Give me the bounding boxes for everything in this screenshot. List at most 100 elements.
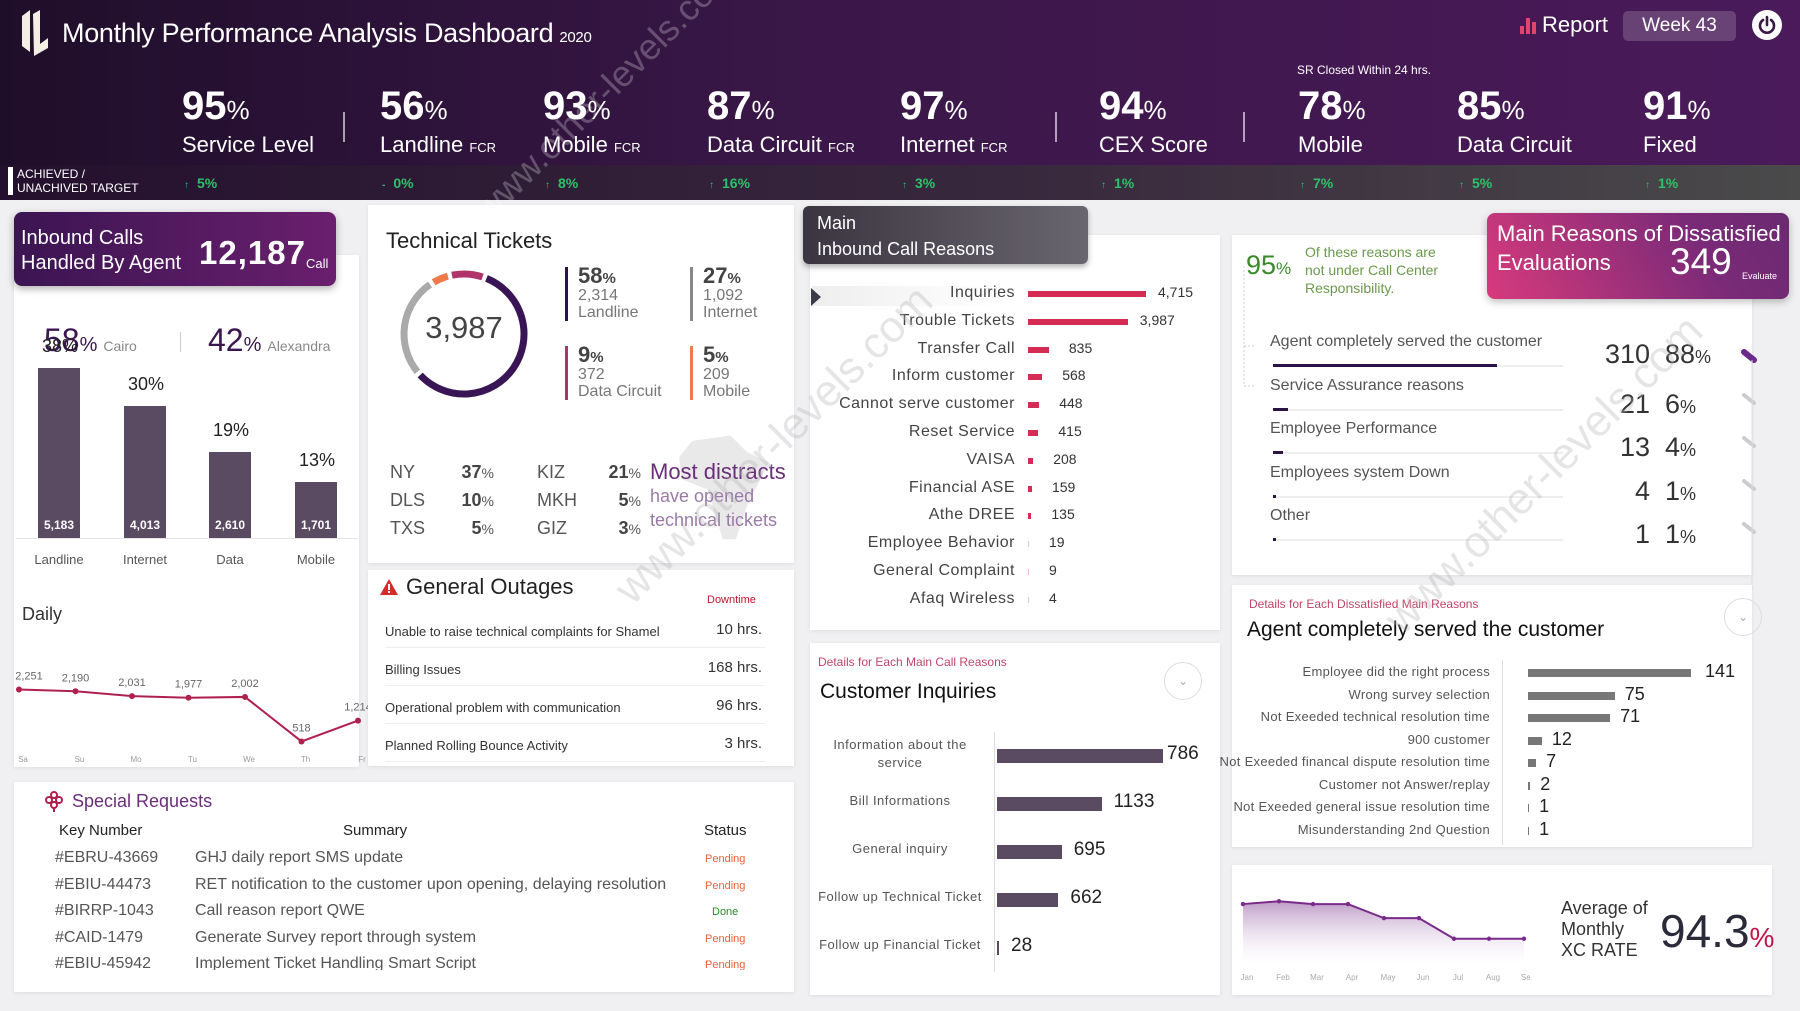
request-row[interactable]: #EBRU-43669 GHJ daily report SMS update Pe… [0, 849, 800, 871]
call-reason-row[interactable]: Inform customer 568 [810, 367, 1210, 389]
request-key: #EBRU-43669 [55, 849, 159, 866]
request-status: Pending [705, 853, 746, 865]
agent-reason-label: Customer not Answer/replay [1318, 776, 1490, 792]
bar-mobile[interactable]: 1,701 [295, 482, 337, 538]
dissatisfied-row[interactable]: Employee Performance 13 4% [1270, 420, 1696, 462]
region-code: DLS [390, 490, 426, 510]
dissatisfied-row[interactable]: Service Assurance reasons 21 6% [1270, 376, 1696, 419]
agent-reason-row[interactable]: Not Exeeded technical resolution time 71 [1240, 706, 1760, 731]
daily-point [129, 693, 135, 700]
agent-reason-row[interactable]: Misunderstanding 2nd Question 1 [1240, 819, 1760, 844]
agent-reason-value: 2 [1540, 773, 1551, 794]
kpi-delta: ↑ 8% [545, 175, 579, 191]
week-selector[interactable]: Week 43 [1623, 11, 1736, 41]
xc-point [1486, 936, 1492, 941]
inquiry-bar [997, 845, 1062, 859]
bar-pct-label: 19% [212, 420, 250, 441]
call-reason-row[interactable]: Financial ASE 159 [810, 479, 1210, 501]
dissatisfied-label: Service Assurance reasons [1270, 376, 1464, 394]
dissatisfied-row[interactable]: Employees system Down 4 1% [1270, 464, 1696, 506]
bar-landline[interactable]: 5,183 [38, 368, 80, 538]
call-reason-label: Athe DREE [928, 506, 1015, 524]
request-row[interactable]: #CAID-1479 Generate Survey report through… [0, 929, 800, 951]
request-row[interactable]: #EBIU-45942 Implement Ticket Handling Sma… [0, 955, 800, 970]
inquiry-value: 695 [1073, 839, 1106, 860]
call-reason-row[interactable]: Cannot serve customer 448 [810, 395, 1210, 417]
power-icon[interactable] [1752, 10, 1782, 40]
dissatisfied-pct: 88% [1665, 339, 1712, 369]
arrow-up-icon: ↑ [1101, 180, 1106, 191]
chevron-down-icon[interactable]: ⌄ [1164, 662, 1202, 700]
agent-reason-row[interactable]: Wrong survey selection 75 [1240, 684, 1760, 709]
call-reason-row[interactable]: Athe DREE 135 [810, 506, 1210, 528]
request-key: #EBIU-44473 [55, 875, 152, 893]
dissatisfied-row[interactable]: Other 1 1% [1270, 507, 1696, 549]
call-reason-value: 415 [1058, 423, 1082, 439]
kpi-delta: -0% [382, 175, 414, 191]
bar-data[interactable]: 2,610 [209, 452, 251, 538]
downtime-header: Downtime [707, 594, 756, 606]
call-reason-row[interactable]: Reset Service 415 [810, 423, 1210, 445]
call-reason-label: General Complaint [873, 562, 1015, 579]
kpi-value: 78% [1298, 84, 1366, 128]
call-reason-value: 448 [1059, 395, 1083, 412]
ticket-stat-data-circuit: 9% 372 Data Circuit [565, 344, 662, 400]
call-reason-row[interactable]: Transfer Call 835 [810, 340, 1210, 362]
dissatisfied-row[interactable]: Agent completely served the customer 310 8… [1270, 333, 1711, 369]
request-summary: Call reason report QWE [195, 902, 365, 919]
call-reason-row[interactable]: General Complaint 9 [810, 562, 1210, 584]
customer-inquiries-title: Customer Inquiries [820, 680, 997, 703]
call-reason-row[interactable]: Afaq Wireless 4 [810, 590, 1210, 612]
daily-day-label: Mo [130, 755, 142, 764]
outage-row[interactable]: Billing Issues 168 hrs. [385, 659, 765, 686]
arrow-up-icon: ↑ [902, 180, 907, 191]
kpi-label: Internet FCR [900, 132, 1008, 157]
kpi-label: Fixed [1643, 132, 1697, 157]
call-reason-label: Afaq Wireless [909, 589, 1015, 607]
dissatisfied-bar [1273, 407, 1289, 411]
call-reason-row[interactable]: Inquiries 4,715 [810, 284, 1210, 306]
outage-name: Planned Rolling Bounce Activity [385, 738, 568, 753]
selected-row-highlight [812, 286, 1002, 306]
kpi-value: 97% [900, 84, 968, 128]
dissatisfied-pct: 1% [1665, 475, 1697, 506]
ticket-stat-internet: 27% 1,092 Internet [690, 265, 757, 321]
general-outages-card [368, 570, 794, 766]
outage-row[interactable]: Unable to raise technical complaints for… [385, 621, 765, 648]
request-row[interactable]: #EBIU-44473 RET notification to the custo… [0, 876, 800, 898]
request-row[interactable]: #BIRRP-1043 Call reason report QWE Done [0, 902, 800, 924]
bar-internet[interactable]: 4,013 [124, 406, 166, 538]
call-reason-row[interactable]: Trouble Tickets 3,987 [810, 312, 1210, 334]
inquiry-value: 1133 [1113, 791, 1155, 812]
agent-reason-row[interactable]: Customer not Answer/replay 2 [1240, 773, 1760, 799]
kpi-label: Landline FCR [380, 132, 497, 157]
agent-reason-bar [1528, 714, 1611, 722]
daily-point [355, 717, 361, 724]
request-key: #CAID-1479 [55, 928, 144, 946]
arrow-up-icon: ↑ [709, 180, 714, 191]
agent-reason-row[interactable]: Not Exeeded general issue resolution tim… [1233, 796, 1760, 821]
call-reason-label: Inform customer [891, 367, 1015, 385]
agent-reason-row[interactable]: 900 customer 12 [1240, 729, 1760, 754]
report-button[interactable]: Report [1520, 12, 1608, 38]
dissatisfied-bar [1273, 364, 1498, 367]
dissatisfied-bar [1273, 538, 1276, 541]
call-reason-value: 835 [1068, 339, 1093, 356]
xc-month-label: Feb [1276, 973, 1290, 982]
region-code: KIZ [537, 462, 566, 482]
dissatisfied-bar [1273, 451, 1284, 454]
call-reason-value: 3,987 [1139, 311, 1175, 328]
agent-reason-bar [1528, 669, 1691, 677]
xc-month-label: Aug [1486, 973, 1500, 982]
call-reason-bar [1028, 374, 1043, 381]
agent-reason-row[interactable]: Employee did the right process 141 [1240, 661, 1760, 686]
outage-row[interactable]: Planned Rolling Bounce Activity 3 hrs. [385, 735, 765, 762]
agent-reason-row[interactable]: Not Exeeded financal dispute resolution … [1220, 751, 1760, 776]
outage-row[interactable]: Operational problem with communication 96… [385, 697, 765, 724]
dissatisfied-track [1273, 539, 1563, 541]
call-reason-row[interactable]: VAISA 208 [810, 451, 1210, 473]
call-reason-row[interactable]: Employee Behavior 19 [810, 534, 1210, 556]
call-reasons-tab[interactable]: Main Inbound Call Reasons [803, 206, 1088, 264]
chevron-down-icon[interactable]: ⌄ [1724, 598, 1762, 636]
kpi-tile: 93% Mobile FCR [543, 84, 641, 158]
